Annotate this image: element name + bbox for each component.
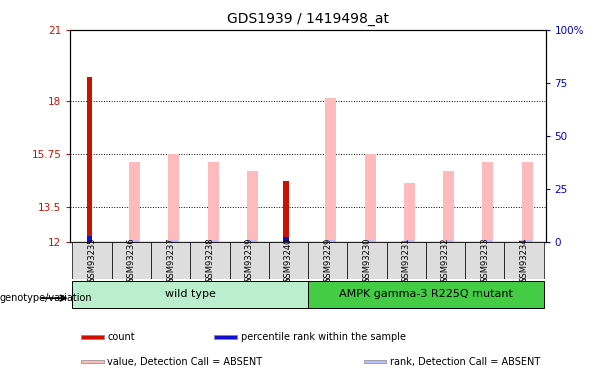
Bar — [247, 171, 258, 242]
Bar — [405, 240, 413, 242]
Bar — [87, 77, 93, 242]
Bar — [364, 360, 386, 363]
Bar — [209, 240, 217, 242]
Bar — [366, 240, 374, 242]
Bar — [326, 98, 337, 242]
Text: wild type: wild type — [165, 289, 216, 299]
Text: GSM93237: GSM93237 — [166, 238, 175, 284]
Bar — [190, 242, 229, 279]
Text: value, Detection Call = ABSENT: value, Detection Call = ABSENT — [107, 357, 262, 366]
Text: count: count — [107, 332, 135, 342]
Bar — [72, 281, 308, 308]
Bar — [283, 237, 289, 242]
Bar — [72, 242, 112, 279]
Text: GSM93233: GSM93233 — [480, 238, 489, 284]
Bar — [327, 240, 335, 242]
Bar — [308, 281, 544, 308]
Bar — [81, 360, 104, 363]
Text: GSM93235: GSM93235 — [88, 238, 97, 284]
Bar — [131, 240, 139, 242]
Text: GSM93236: GSM93236 — [127, 238, 136, 284]
Bar — [524, 240, 531, 242]
Bar — [404, 183, 415, 242]
Bar — [129, 162, 140, 242]
Text: AMPK gamma-3 R225Q mutant: AMPK gamma-3 R225Q mutant — [339, 289, 512, 299]
Bar — [283, 181, 289, 242]
Bar — [151, 242, 190, 279]
Bar — [365, 154, 376, 242]
Bar — [112, 242, 151, 279]
Bar — [443, 171, 454, 242]
Bar — [248, 240, 256, 242]
Bar — [465, 242, 504, 279]
Title: GDS1939 / 1419498_at: GDS1939 / 1419498_at — [227, 12, 389, 26]
Text: GSM93231: GSM93231 — [402, 238, 411, 284]
Text: GSM93238: GSM93238 — [205, 238, 215, 284]
Bar — [308, 242, 348, 279]
Bar — [81, 335, 104, 339]
Bar — [426, 242, 465, 279]
Bar — [504, 242, 544, 279]
Bar — [170, 240, 178, 242]
Bar — [168, 154, 179, 242]
Bar — [348, 242, 387, 279]
Bar — [215, 335, 237, 339]
Text: GSM93232: GSM93232 — [441, 238, 450, 284]
Bar — [87, 236, 93, 242]
Bar — [387, 242, 426, 279]
Bar — [484, 240, 492, 242]
Bar — [482, 162, 493, 242]
Bar — [229, 242, 268, 279]
Bar — [208, 162, 218, 242]
Text: GSM93229: GSM93229 — [323, 238, 332, 284]
Text: GSM93240: GSM93240 — [284, 238, 293, 284]
Text: GSM93239: GSM93239 — [245, 238, 254, 284]
Text: percentile rank within the sample: percentile rank within the sample — [241, 332, 406, 342]
Text: genotype/variation: genotype/variation — [0, 293, 93, 303]
Bar — [522, 162, 533, 242]
Text: rank, Detection Call = ABSENT: rank, Detection Call = ABSENT — [390, 357, 540, 366]
Bar — [445, 240, 452, 242]
Text: GSM93234: GSM93234 — [519, 238, 528, 284]
Bar — [268, 242, 308, 279]
Text: GSM93230: GSM93230 — [362, 238, 371, 284]
